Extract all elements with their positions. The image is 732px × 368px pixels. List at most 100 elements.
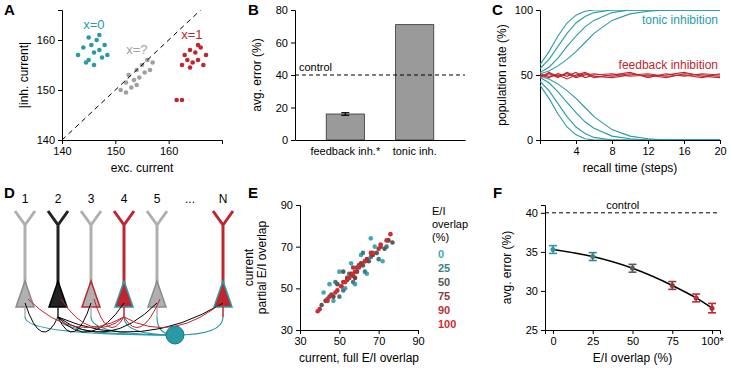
excitatory-connection <box>124 299 160 328</box>
plot-area <box>315 232 394 314</box>
x-axis-title: recall time (steps) <box>583 161 678 175</box>
legend-entry: 50 <box>438 276 450 288</box>
annotation: feedback inhibition <box>619 58 718 72</box>
tick-mark <box>712 330 713 334</box>
tick: 0 <box>550 330 556 347</box>
point <box>363 259 368 264</box>
tick-mark <box>633 330 634 334</box>
tick: 35 <box>526 246 545 258</box>
tick: feedback inh.* <box>310 145 380 157</box>
x-axis: 30507090 <box>294 330 424 347</box>
point <box>339 284 344 289</box>
background <box>0 0 732 368</box>
tick-label: 50 <box>627 335 639 347</box>
tick-label: 60 <box>276 37 288 49</box>
tick-label: 25 <box>526 324 538 336</box>
tick: 4 <box>573 140 579 157</box>
error-cap <box>589 252 597 254</box>
tick-mark <box>296 247 300 248</box>
tick-mark <box>296 205 300 206</box>
dendrite <box>81 211 101 285</box>
line <box>540 72 720 79</box>
point <box>327 294 332 299</box>
tick-label: feedback inh.* <box>310 145 380 157</box>
tick-mark <box>379 330 380 334</box>
point <box>339 284 344 289</box>
axis-line <box>536 11 541 141</box>
tick-label: 30 <box>526 285 538 297</box>
tick-label: 16 <box>678 145 690 157</box>
plot-area <box>545 213 720 313</box>
point <box>81 45 86 50</box>
tick-mark <box>576 140 577 144</box>
tick-label: 0 <box>282 134 288 146</box>
neuron <box>15 211 35 317</box>
dendrite <box>114 211 134 285</box>
tick-label: 20 <box>276 102 288 114</box>
point <box>182 53 187 58</box>
point <box>142 70 147 75</box>
interneuron <box>166 326 184 344</box>
y-axis-title: population rate (%) <box>495 24 509 125</box>
reference-line <box>295 75 465 76</box>
point <box>100 55 105 60</box>
point <box>86 35 91 40</box>
point <box>196 58 201 63</box>
annotation: tonic inhibition <box>642 13 718 27</box>
tick: 75 <box>667 330 679 347</box>
axis-line <box>58 11 63 141</box>
tick: 60 <box>276 37 295 49</box>
error-bar <box>668 282 676 290</box>
point <box>331 299 336 304</box>
neuron <box>147 211 167 317</box>
point <box>331 294 336 299</box>
point <box>353 276 358 281</box>
tick: 150 <box>37 84 62 96</box>
tick-mark <box>58 90 62 91</box>
tick: 30 <box>526 285 545 297</box>
point <box>188 48 193 53</box>
axis-line <box>301 331 419 335</box>
tick-label: 50 <box>521 69 533 81</box>
tick-mark <box>291 140 295 141</box>
excitatory-connection <box>61 299 124 328</box>
excitatory-connection <box>28 299 124 328</box>
tick-label: 70 <box>281 241 293 253</box>
panel: 3050709030507090current, full E/I overla… <box>242 199 468 365</box>
dendrite <box>147 211 167 285</box>
point <box>76 53 81 58</box>
point <box>388 232 393 237</box>
tick-label: 75 <box>667 335 679 347</box>
legend-entry: 25 <box>438 262 450 274</box>
tick-label: 150 <box>37 84 55 96</box>
y-axis: 25303540 <box>526 206 546 337</box>
tick-label: 70 <box>373 335 385 347</box>
tick-mark <box>648 140 649 144</box>
tick-label: 20 <box>714 145 726 157</box>
series-label: x=? <box>126 42 147 57</box>
tick: 50 <box>334 330 346 347</box>
tick-label: 90 <box>281 199 293 211</box>
error-cap <box>692 293 700 295</box>
axon <box>156 307 158 317</box>
error-bar <box>692 294 700 302</box>
point <box>363 269 368 274</box>
tick-label: 12 <box>642 145 654 157</box>
x-axis: 0255075100* <box>546 330 725 347</box>
tick: 20 <box>276 102 295 114</box>
tick-mark <box>541 291 545 292</box>
x-axis: feedback inh.*tonic inh. <box>296 141 466 157</box>
tick-label: 30 <box>281 324 293 336</box>
point <box>89 43 94 48</box>
point <box>380 259 385 264</box>
legend-title: overlap <box>432 218 468 230</box>
tick: 16 <box>678 140 690 157</box>
series-label: x=0 <box>83 17 104 32</box>
tick-label: 50 <box>281 282 293 294</box>
axon <box>123 307 125 317</box>
line <box>553 250 712 309</box>
point <box>378 242 383 247</box>
neuron-label: 4 <box>121 192 128 206</box>
marker <box>710 306 715 311</box>
panel: 0255075100*25303540E/I overlap (%)avg. e… <box>500 199 725 365</box>
